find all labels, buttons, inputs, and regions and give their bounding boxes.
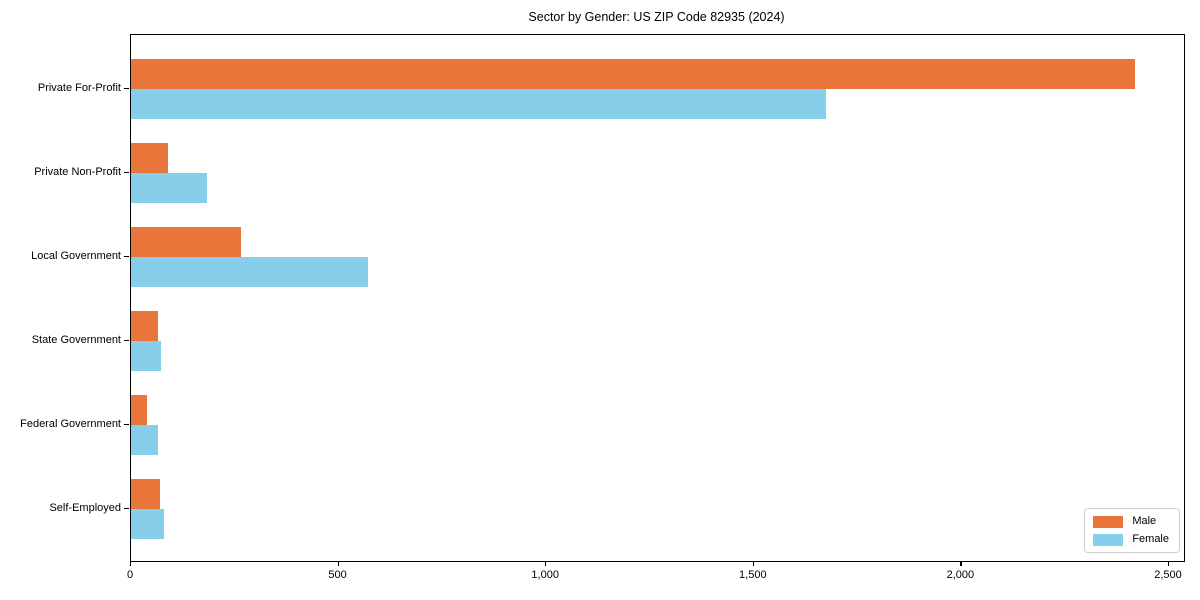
y-axis-label-state-government: State Government [31, 334, 121, 346]
y-axis-label-federal-government: Federal Government [20, 418, 121, 430]
chart-title: Sector by Gender: US ZIP Code 82935 (202… [528, 10, 785, 24]
y-axis-tick-private-for-profit [124, 88, 129, 90]
y-axis-tick-private-non-profit [124, 172, 129, 174]
male-legend-swatch-icon [1093, 515, 1124, 528]
bar-male-private-for-profit [131, 59, 1135, 89]
y-axis-tick-state-government [124, 340, 129, 342]
bar-male-local-government [131, 227, 242, 257]
y-axis-label-private-non-profit: Private Non-Profit [34, 166, 121, 178]
bar-male-state-government [131, 311, 159, 341]
y-axis-label-private-for-profit: Private For-Profit [37, 82, 121, 94]
legend-entry-female: Female [1093, 533, 1169, 546]
y-axis-tick-local-government [124, 256, 129, 258]
y-axis-tick-federal-government [124, 424, 129, 426]
bar-male-private-non-profit [131, 143, 169, 173]
female-legend-swatch-icon [1093, 533, 1124, 546]
bar-male-self-employed [131, 479, 161, 509]
x-axis-tick-label-0: 0 [126, 569, 134, 581]
x-axis-tick-0 [130, 561, 132, 567]
x-axis-tick-2500 [1168, 561, 1170, 567]
bar-female-local-government [131, 257, 369, 287]
x-axis-tick-label-2000: 2,000 [946, 569, 975, 581]
y-axis-label-local-government: Local Government [31, 250, 121, 262]
x-axis-tick-label-2500: 2,500 [1154, 569, 1182, 581]
bar-female-private-non-profit [131, 173, 207, 203]
x-axis-tick-1500 [752, 561, 755, 567]
x-axis-tick-1000 [545, 561, 547, 567]
legend-entry-male: Male [1093, 515, 1169, 528]
legend-label-female: Female [1132, 533, 1169, 545]
plot-area: Male Female [130, 34, 1185, 562]
x-axis-tick-label-1500: 1,500 [739, 569, 767, 581]
bar-female-federal-government [131, 425, 158, 455]
bar-female-self-employed [131, 509, 165, 539]
bar-female-state-government [131, 341, 161, 371]
x-axis-tick-2000 [960, 561, 962, 567]
y-axis-tick-self-employed [124, 508, 129, 510]
x-axis-tick-label-1000: 1,000 [531, 569, 559, 581]
x-axis-tick-500 [337, 561, 339, 567]
bar-male-federal-government [131, 395, 147, 425]
y-axis-label-self-employed: Self-Employed [49, 502, 121, 514]
bar-female-private-for-profit [131, 89, 827, 119]
legend: Male Female [1084, 508, 1180, 553]
x-axis-tick-label-500: 500 [328, 569, 347, 581]
legend-label-male: Male [1132, 515, 1157, 527]
